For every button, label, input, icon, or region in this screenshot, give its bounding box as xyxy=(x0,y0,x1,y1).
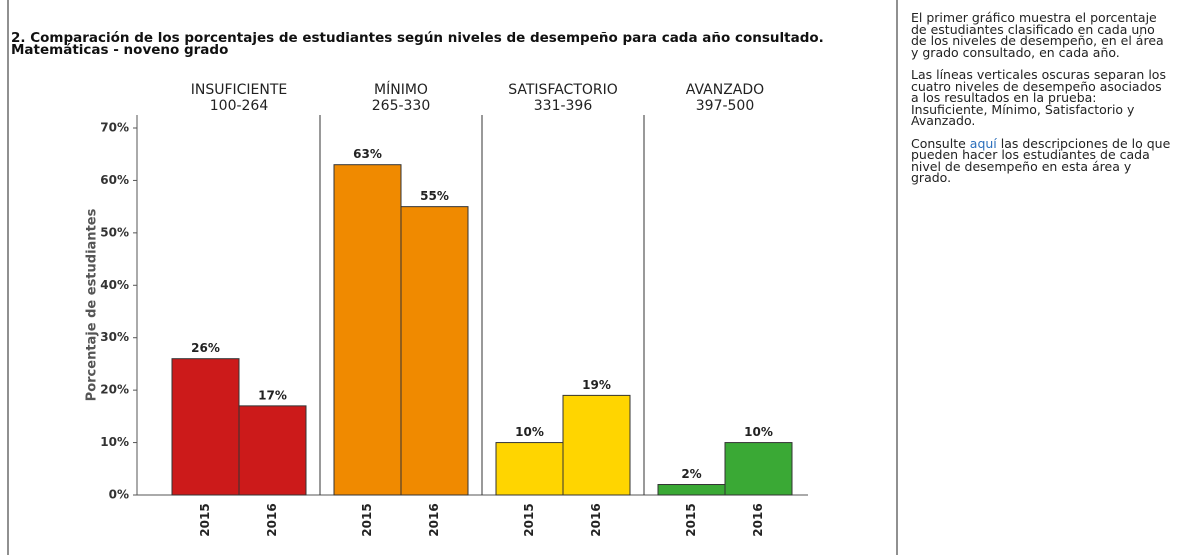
x-tick-label: 2015 xyxy=(360,503,374,536)
group-name: INSUFICIENTE xyxy=(191,82,288,98)
y-axis-label: Porcentaje de estudiantes xyxy=(85,208,100,401)
y-tick-label: 60% xyxy=(100,173,129,187)
sidebar-paragraph: El primer gráfico muestra el porcentaje … xyxy=(911,10,1164,60)
value-label: 19% xyxy=(582,378,611,392)
x-tick-label: 2016 xyxy=(589,503,603,536)
group-range: 100-264 xyxy=(210,98,269,114)
y-tick-label: 50% xyxy=(100,225,129,239)
bar xyxy=(724,442,793,496)
group-range: 265-330 xyxy=(372,98,431,114)
x-tick-label: 2015 xyxy=(198,503,212,536)
y-tick-label: 0% xyxy=(109,488,129,502)
value-label: 17% xyxy=(258,388,287,402)
y-tick-label: 10% xyxy=(100,435,129,449)
y-tick-label: 30% xyxy=(100,330,129,344)
sidebar: El primer gráfico muestra el porcentaje … xyxy=(911,10,1173,195)
group-range: 397-500 xyxy=(696,98,755,114)
chart-subtitle: Matemáticas - noveno grado xyxy=(11,42,228,58)
x-tick-label: 2015 xyxy=(684,503,698,536)
group-range: 331-396 xyxy=(534,98,593,114)
group-name: AVANZADO xyxy=(686,82,764,98)
chart-title: 2. Comparación de los porcentajes de est… xyxy=(11,30,824,46)
x-tick-label: 2016 xyxy=(265,503,279,536)
bar xyxy=(400,206,469,496)
x-tick-label: 2016 xyxy=(751,503,765,536)
bar xyxy=(238,405,307,496)
value-label: 2% xyxy=(681,467,701,481)
y-tick-label: 40% xyxy=(100,278,129,292)
bar xyxy=(495,442,564,496)
bar xyxy=(333,164,402,496)
text: las descripciones de lo que pueden hacer… xyxy=(911,135,1171,185)
group-name: MÍNIMO xyxy=(374,81,428,98)
sidebar-paragraph: Las líneas verticales oscuras separan lo… xyxy=(911,67,1166,128)
bar xyxy=(562,394,631,496)
value-label: 10% xyxy=(515,425,544,439)
x-tick-label: 2016 xyxy=(427,503,441,536)
value-label: 55% xyxy=(420,189,449,203)
value-label: 63% xyxy=(353,147,382,161)
group-name: SATISFACTORIO xyxy=(508,82,618,98)
y-tick-label: 70% xyxy=(100,121,129,135)
bar xyxy=(657,484,726,496)
bar xyxy=(171,358,240,496)
x-tick-label: 2015 xyxy=(522,503,536,536)
y-tick-label: 20% xyxy=(100,383,129,397)
value-label: 26% xyxy=(191,341,220,355)
text: Consulte xyxy=(911,135,970,151)
link[interactable]: aquí xyxy=(969,135,997,151)
value-label: 10% xyxy=(744,425,773,439)
sidebar-paragraph: Consulte aquí las descripciones de lo qu… xyxy=(911,135,1173,185)
